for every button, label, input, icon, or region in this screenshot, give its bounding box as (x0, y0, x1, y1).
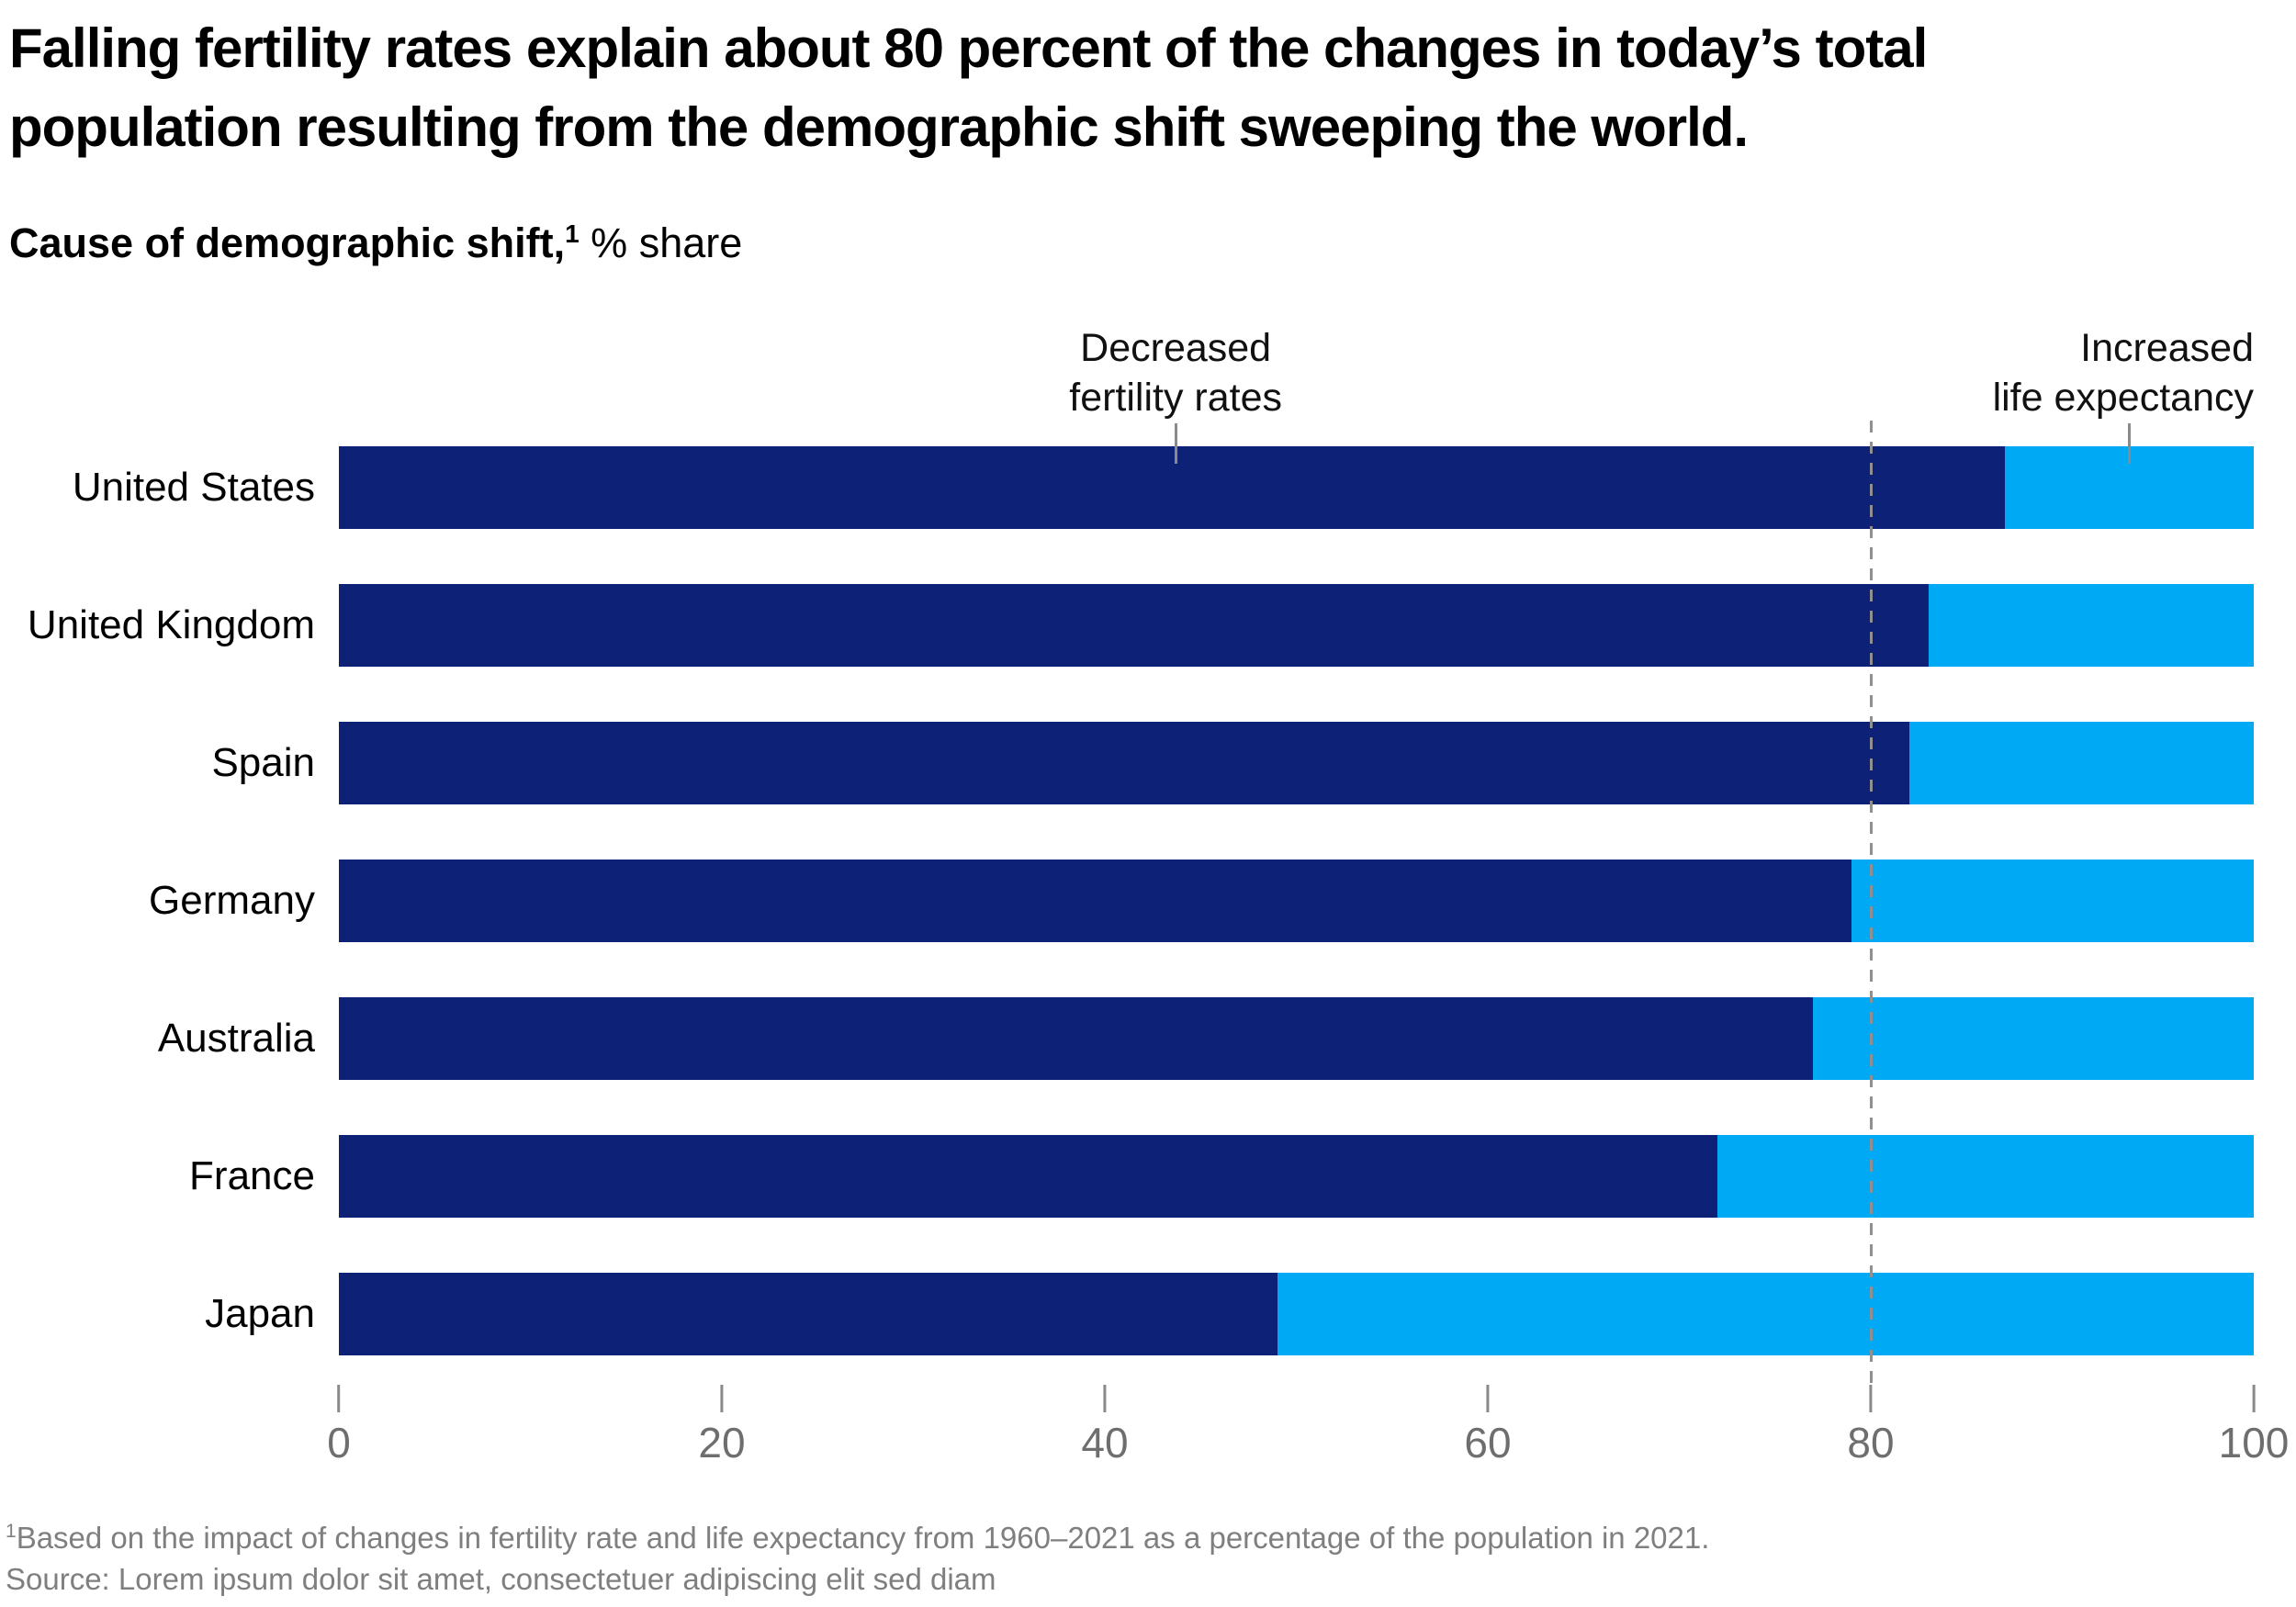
series-pointer-life (2128, 423, 2132, 464)
subtitle-bold: Cause of demographic shift, (9, 219, 566, 266)
title-line-2: population resulting from the demographi… (9, 96, 1749, 158)
x-axis: 0 20 40 60 80 100 (327, 1385, 2289, 1467)
axis-tick: 20 (698, 1385, 746, 1467)
bar-segment (1908, 722, 2254, 804)
chart-row: Japan (205, 1273, 2254, 1355)
category-label: Japan (205, 1291, 315, 1336)
bar-segment (1928, 584, 2254, 667)
bar-segment (339, 584, 1929, 667)
chart-page: Falling fertility rates explain about 80… (0, 9, 2296, 1607)
series-annotations: Decreased fertility rates Increased life… (339, 323, 2254, 464)
category-label: Germany (149, 878, 315, 923)
bar-segment (339, 722, 1909, 804)
bar-segment (339, 446, 2005, 529)
chart-row: Spain (211, 722, 2254, 804)
subtitle-unit: % share (579, 219, 743, 266)
category-label: France (189, 1153, 315, 1198)
series-pointer-fertility (1175, 423, 1178, 464)
axis-tick-mark (1869, 1385, 1873, 1412)
bar-segment (339, 1273, 1277, 1355)
chart-row: Germany (149, 860, 2254, 942)
axis-tick-label: 20 (698, 1419, 746, 1467)
footnote-text: Based on the impact of changes in fertil… (16, 1521, 1710, 1555)
bar-segment (1813, 997, 2254, 1080)
subtitle-footnote-marker: 1 (565, 219, 580, 248)
title-line-1: Falling fertility rates explain about 80… (9, 17, 1928, 79)
chart-row: Australia (158, 997, 2254, 1080)
series-label-fertility-line-1: Decreased (1080, 326, 1272, 370)
axis-tick-mark (337, 1385, 341, 1412)
footnote-marker: 1 (6, 1521, 17, 1542)
chart-row: United States (73, 446, 2254, 529)
bar-segment (339, 1135, 1718, 1218)
axis-tick: 80 (1847, 1385, 1895, 1467)
axis-tick-label: 80 (1847, 1419, 1895, 1467)
category-label: United Kingdom (27, 602, 315, 647)
axis-tick-label: 40 (1081, 1419, 1129, 1467)
reference-line-80 (1870, 421, 1873, 1383)
category-label: Australia (157, 1016, 315, 1061)
axis-tick-label: 0 (327, 1419, 351, 1467)
chart-rows: United States United Kingdom Spain Germany A… (28, 446, 2254, 1355)
axis-tick-label: 60 (1464, 1419, 1512, 1467)
axis-tick-mark (720, 1385, 724, 1412)
source-line: Source: Lorem ipsum dolor sit amet, cons… (6, 1562, 996, 1596)
bar-segment (1717, 1135, 2254, 1218)
category-label: United States (72, 465, 315, 510)
bar-segment (339, 860, 1852, 942)
series-label-life-line-2: life expectancy (1992, 376, 2254, 420)
axis-tick: 40 (1081, 1385, 1129, 1467)
chart-row: United Kingdom (28, 584, 2254, 667)
bar-segment (1851, 860, 2254, 942)
axis-tick: 0 (327, 1385, 351, 1466)
series-label-fertility-line-2: fertility rates (1069, 376, 1283, 420)
bar-segment (339, 997, 1814, 1080)
axis-tick-mark (1486, 1385, 1490, 1412)
axis-tick: 100 (2218, 1385, 2290, 1467)
bar-segment (1277, 1273, 2254, 1355)
chart-subtitle: Cause of demographic shift,1 % share (9, 219, 2296, 267)
footnotes: 1Based on the impact of changes in ferti… (6, 1517, 2296, 1600)
footnote-line: 1Based on the impact of changes in ferti… (6, 1517, 2296, 1558)
axis-tick-mark (1103, 1385, 1107, 1412)
page-title: Falling fertility rates explain about 80… (9, 9, 2268, 167)
axis-tick: 60 (1464, 1385, 1512, 1467)
category-label: Spain (211, 740, 315, 785)
chart-row: France (189, 1135, 2254, 1218)
series-label-life-line-1: Increased (2080, 326, 2254, 370)
series-label-fertility: Decreased fertility rates (1069, 323, 1282, 422)
bar-chart: Decreased fertility rates Increased life… (28, 323, 2289, 1467)
series-label-life: Increased life expectancy (1993, 323, 2254, 422)
axis-tick-label: 100 (2218, 1419, 2290, 1467)
axis-tick-mark (2252, 1385, 2256, 1412)
